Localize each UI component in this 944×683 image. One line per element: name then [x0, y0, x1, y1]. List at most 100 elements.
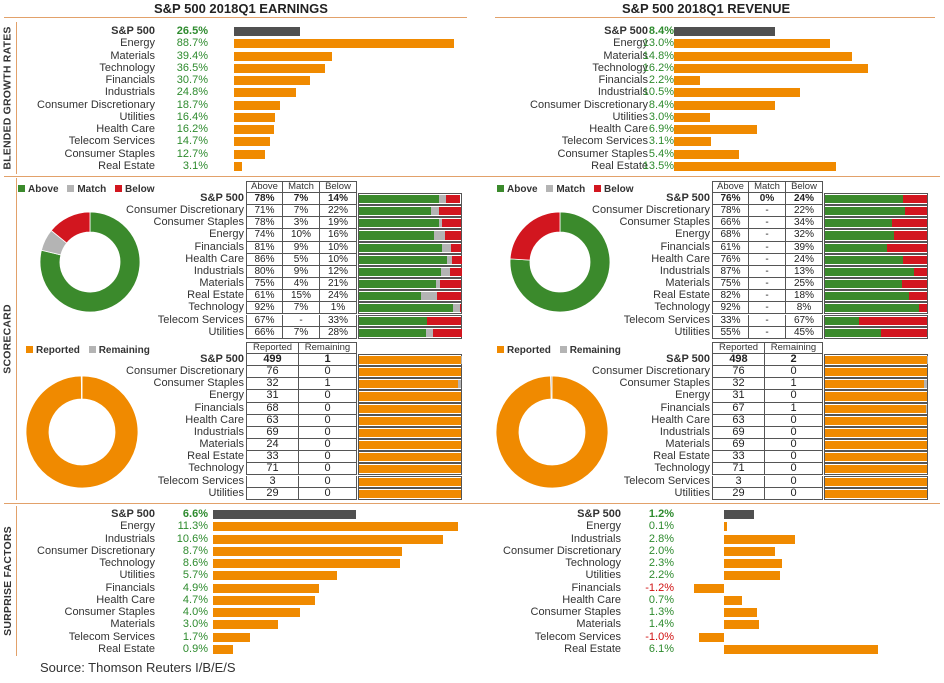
cell-match: - [283, 314, 320, 327]
cell-remaining: 0 [299, 402, 357, 415]
row-label-consumer-discretionary: Consumer Discretionary [126, 365, 244, 378]
row-label-utilities: Utilities [208, 325, 244, 338]
seg-below [449, 267, 462, 277]
cell-below: 24% [786, 253, 823, 266]
seg-reported [359, 368, 461, 377]
cell-above: 66% [246, 326, 283, 339]
title-underline-right [495, 17, 935, 18]
value-label: 11.3% [177, 520, 208, 533]
bar [693, 583, 724, 593]
stacked-bar [824, 390, 928, 403]
cell-reported: 29 [246, 487, 299, 500]
bar [213, 571, 337, 581]
cell-remaining: 0 [299, 438, 357, 452]
cell-above: 82% [712, 290, 749, 303]
stacked-bar [358, 290, 462, 303]
seg-reported [825, 477, 927, 486]
category-label: Real Estate [98, 159, 155, 172]
stacked-bar [824, 253, 928, 266]
value-label: 30.7% [176, 74, 208, 86]
row-label-materials: Materials [665, 438, 710, 451]
cell-below: 24% [786, 193, 823, 206]
value-label: 16.4% [176, 110, 208, 123]
cell-reported: 69 [246, 426, 299, 440]
value-label: 4.9% [182, 581, 208, 594]
seg-above [359, 219, 439, 228]
seg-above [825, 292, 909, 301]
seg-below [433, 328, 462, 337]
separator-1 [4, 176, 940, 177]
row-label-financials: Financials [660, 240, 710, 253]
row-label-sp-500: S&P 500 [666, 192, 710, 204]
row-label-consumer-discretionary: Consumer Discretionary [592, 204, 710, 217]
stacked-bar [358, 253, 462, 266]
seg-match [435, 280, 440, 289]
cell-remaining: 0 [299, 414, 357, 427]
earnings-reported-donut [25, 375, 139, 489]
value-label: 0.1% [648, 520, 674, 533]
row-label-real-estate: Real Estate [187, 450, 244, 463]
cell-reported: 29 [712, 487, 765, 500]
cell-above: 92% [246, 302, 283, 315]
category-label: Real Estate [564, 642, 621, 655]
cell-reported: 31 [246, 390, 299, 403]
bar [674, 112, 710, 122]
stacked-bar [824, 487, 928, 500]
row-label-consumer-staples: Consumer Staples [153, 377, 245, 390]
stacked-bar [824, 205, 928, 218]
category-label: Financials [105, 74, 155, 86]
category-label: Energy [120, 37, 155, 50]
earnings_surprise-row-telecom-services: Telecom Services 1.7% [20, 630, 470, 644]
bar [674, 125, 757, 134]
seg-reported [359, 428, 461, 438]
seg-above [825, 304, 919, 313]
cell-below: 8% [786, 302, 823, 315]
seg-below [436, 292, 461, 301]
value-label: 5.7% [182, 569, 208, 582]
bar [698, 632, 724, 642]
cell-above: 75% [246, 278, 283, 291]
cell-remaining: 0 [765, 463, 823, 476]
value-label: 24.8% [176, 86, 208, 99]
bar [674, 76, 701, 85]
bar [674, 100, 775, 110]
value-label: 6.9% [648, 123, 674, 135]
seg-above [825, 280, 902, 289]
stacked-bar [358, 265, 462, 279]
revenue_growth-row-sp-500: S&P 500 8.4% [490, 25, 940, 38]
earnings_surprise-row-real-estate: Real Estate 0.9% [20, 643, 470, 656]
category-label: Real Estate [591, 159, 648, 172]
seg-reported [359, 380, 458, 389]
cell-below: 33% [320, 314, 357, 327]
stacked-bar [358, 366, 462, 379]
legend-reported-swatch [497, 346, 504, 353]
cell-above: 87% [712, 265, 749, 279]
value-label: 0.7% [648, 593, 674, 606]
revenue_surprise-row-sp-500: S&P 500 1.2% [490, 508, 940, 521]
seg-below [444, 231, 461, 240]
stacked-bar [358, 475, 462, 488]
category-label: Telecom Services [68, 630, 155, 643]
row-label-sp-500: S&P 500 [200, 353, 244, 365]
row-label-real-estate: Real Estate [653, 450, 710, 463]
seg-match [440, 267, 450, 277]
stacked-bar [358, 302, 462, 315]
cell-match: 4% [283, 278, 320, 291]
seg-above [825, 328, 882, 337]
seg-above [359, 304, 453, 313]
seg-above [825, 243, 888, 252]
earnings_surprise-row-health-care: Health Care 4.7% [20, 594, 470, 607]
bar [234, 39, 454, 49]
row-label-financials: Financials [660, 401, 710, 414]
cell-remaining: 0 [765, 451, 823, 464]
cell-below: 22% [320, 205, 357, 218]
slice-reported [495, 375, 609, 489]
row-label-materials: Materials [199, 438, 244, 451]
value-label: 12.7% [176, 147, 208, 160]
cell-remaining: 0 [765, 390, 823, 403]
cell-below: 13% [786, 265, 823, 279]
revenue_surprise-row-real-estate: Real Estate 6.1% [490, 642, 940, 656]
earnings-title: S&P 500 2018Q1 EARNINGS [154, 1, 328, 16]
cell-match: 7% [283, 326, 320, 339]
cell-reported: 31 [712, 390, 765, 403]
